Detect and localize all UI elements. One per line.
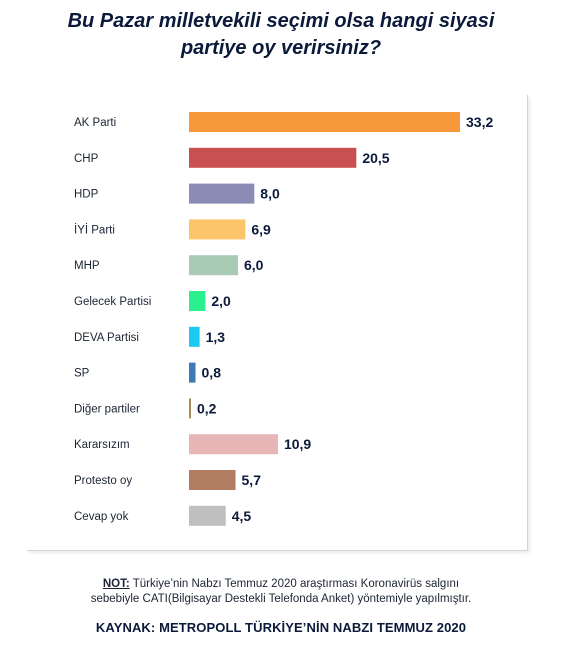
chart-panel: AK Parti 33,2 CHP 20,5 HDP 8,0 İYİ Parti 6,9 MHP… — [27, 95, 528, 551]
bar-cevap-yok — [189, 505, 226, 526]
category-label-chp: CHP — [74, 153, 99, 165]
source-credit: KAYNAK: METROPOLL TÜRKİYE’NİN NABZI TEMM… — [95, 620, 467, 635]
note-text-line-1: Türkiye’nin Nabzı Temmuz 2020 araştırmas… — [129, 578, 460, 590]
category-label-cevap-yok: Cevap yok — [74, 511, 129, 523]
bar-diger-partiler — [189, 398, 191, 419]
category-label-diger-partiler: Diğer partiler — [74, 403, 140, 415]
category-label-gelecek-partisi: Gelecek Partisi — [74, 296, 151, 308]
bar-chart: AK Parti 33,2 CHP 20,5 HDP 8,0 İYİ Parti 6,9 MHP… — [74, 112, 493, 526]
category-label-kararsizim: Kararsızım — [74, 439, 130, 451]
category-label-sp: SP — [74, 368, 90, 380]
value-label-protesto-oy: 5,7 — [242, 472, 262, 488]
category-label-ak-parti: AK Parti — [74, 117, 116, 129]
bar-iyi-parti — [189, 219, 246, 240]
note-label: NOT: — [102, 578, 130, 590]
chart-title-line-1: Bu Pazar milletvekili seçimi olsa hangi … — [67, 10, 495, 32]
value-label-iyi-parti: 6,9 — [251, 221, 271, 237]
bar-protesto-oy — [189, 470, 236, 490]
value-label-hdp: 8,0 — [260, 186, 280, 202]
category-label-hdp: HDP — [74, 189, 99, 201]
bar-chp — [189, 147, 357, 168]
methodology-note: NOT: Türkiye’nin Nabzı Temmuz 2020 araşt… — [0, 577, 562, 607]
bar-mhp — [189, 255, 238, 276]
value-label-gelecek-partisi: 2,0 — [211, 293, 231, 309]
value-label-kararsizim: 10,9 — [284, 436, 311, 452]
category-label-mhp: MHP — [74, 260, 100, 272]
chart-title-line-2: partiye oy verirsiniz? — [180, 37, 382, 59]
chart-title: Bu Pazar milletvekili seçimi olsa hangi … — [0, 8, 562, 62]
category-label-protesto-oy: Protesto oy — [74, 475, 132, 487]
note-text-line-2: sebebiyle CATI(Bilgisayar Destekli Telef… — [90, 593, 472, 605]
value-label-diger-partiler: 0,2 — [197, 400, 217, 416]
value-label-cevap-yok: 4,5 — [232, 508, 252, 524]
bar-sp — [189, 362, 196, 383]
bar-ak-parti — [189, 112, 460, 132]
bar-kararsizim — [189, 434, 278, 455]
category-label-deva-partisi: DEVA Partisi — [74, 332, 139, 344]
bar-hdp — [189, 183, 255, 204]
bar-gelecek-partisi — [189, 291, 206, 311]
value-label-mhp: 6,0 — [244, 257, 264, 273]
value-label-sp: 0,8 — [202, 365, 222, 381]
value-label-ak-parti: 33,2 — [466, 114, 493, 130]
category-label-iyi-parti: İYİ Parti — [74, 223, 115, 236]
value-label-deva-partisi: 1,3 — [206, 329, 226, 345]
value-label-chp: 20,5 — [362, 150, 389, 166]
bar-deva-partisi — [189, 326, 200, 347]
